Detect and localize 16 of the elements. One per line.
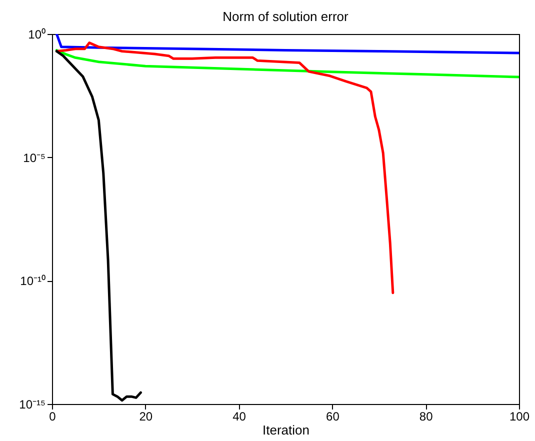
line-series	[55, 34, 519, 54]
chart-title: Norm of solution error	[222, 9, 350, 24]
line-series	[55, 42, 394, 294]
x-axis-title: Iteration	[262, 422, 310, 438]
x-tick-label: 0	[49, 410, 56, 424]
x-tick-label: 20	[139, 410, 153, 424]
x-tick-label: 40	[232, 410, 246, 424]
y-tick-label: 10⁻⁵	[23, 150, 46, 165]
line-series	[55, 48, 519, 78]
y-tick-label: 10⁰	[28, 28, 46, 42]
x-tick-label: 100	[509, 410, 530, 424]
line-series	[55, 50, 142, 402]
x-tick-label: 80	[419, 410, 434, 424]
x-tick-label: 60	[326, 410, 340, 424]
y-tick-label: 10⁻¹⁵	[19, 398, 46, 412]
y-tick-label: 10⁻¹⁰	[20, 274, 46, 288]
